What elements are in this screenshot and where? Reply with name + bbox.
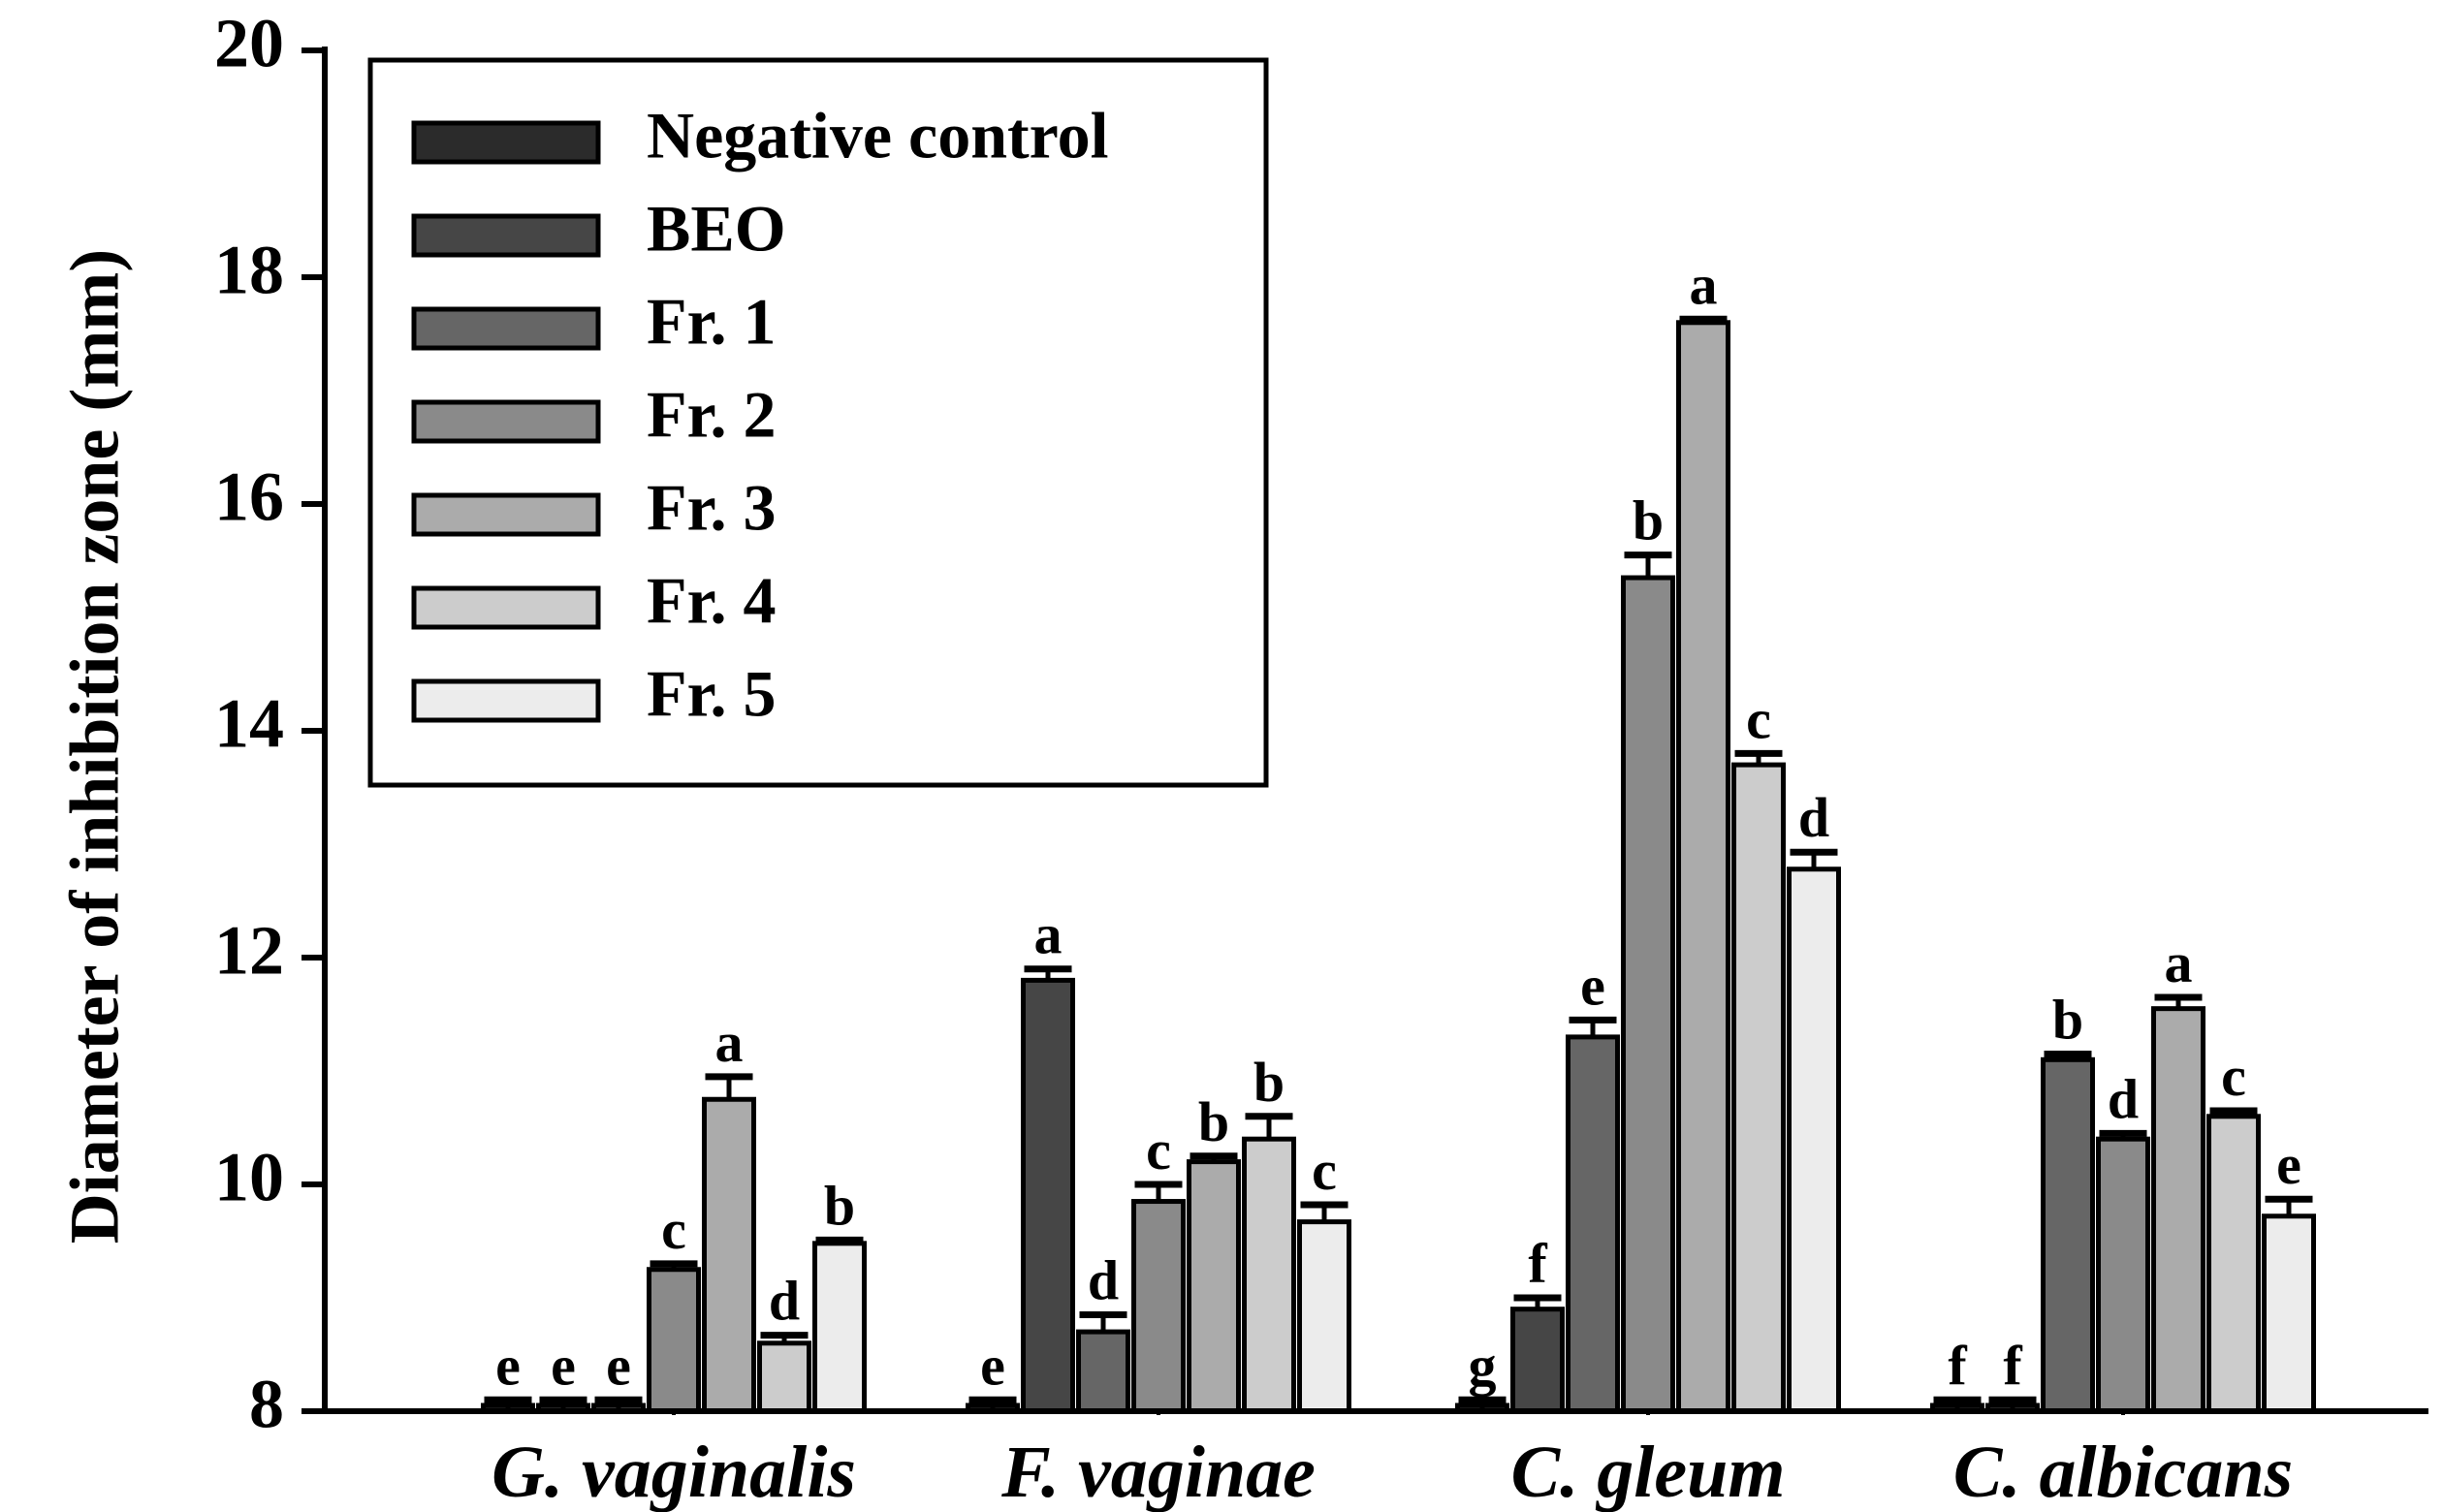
significance-letter: c <box>1146 1118 1171 1181</box>
bar <box>2096 1136 2150 1414</box>
significance-letter: e <box>2276 1133 2301 1196</box>
bar <box>702 1096 756 1414</box>
bar <box>1242 1136 1296 1414</box>
bar <box>2206 1114 2261 1414</box>
significance-letter: b <box>1198 1090 1229 1153</box>
bar <box>2262 1213 2316 1414</box>
significance-letter: f <box>1948 1334 1967 1397</box>
bar <box>1021 977 1075 1414</box>
x-tick-label: F. vaginae <box>1000 1432 1316 1512</box>
bar <box>1566 1034 1620 1414</box>
significance-letter: d <box>1088 1249 1119 1312</box>
legend-swatch <box>411 678 601 723</box>
significance-letter: c <box>2221 1045 2246 1108</box>
x-tick-label: C. albicans <box>1953 1432 2294 1512</box>
significance-letter: e <box>1580 954 1605 1017</box>
legend-label: Fr. 5 <box>647 657 776 731</box>
legend-swatch <box>411 213 601 258</box>
bar <box>1187 1159 1241 1414</box>
bar <box>1621 575 1675 1414</box>
legend-label: Fr. 2 <box>647 378 776 452</box>
significance-letter: d <box>769 1270 800 1333</box>
x-tick-label: C. gleum <box>1511 1432 1786 1512</box>
legend-label: BEO <box>647 192 786 266</box>
significance-letter: e <box>980 1334 1005 1397</box>
legend-swatch <box>411 399 601 444</box>
y-tick-label: 10 <box>214 1139 284 1216</box>
legend-label: Negative control <box>647 99 1109 173</box>
legend-swatch <box>411 306 601 351</box>
significance-letter: g <box>1469 1334 1497 1397</box>
y-tick-label: 20 <box>214 5 284 82</box>
y-tick-label: 18 <box>214 232 284 309</box>
significance-letter: f <box>1528 1232 1547 1295</box>
bar <box>1297 1219 1351 1414</box>
x-tick-label: G. vaginalis <box>492 1432 856 1512</box>
significance-letter: b <box>2052 988 2083 1051</box>
significance-letter: c <box>1312 1139 1337 1202</box>
bar <box>2041 1056 2095 1414</box>
y-axis-label: Diameter of inhibition zone (mm) <box>56 249 134 1244</box>
legend-swatch <box>411 585 601 630</box>
bar <box>1131 1199 1186 1414</box>
legend: Negative control BEO Fr. 1 Fr. 2 Fr. 3 Fr. 4 F… <box>367 57 1269 788</box>
significance-letter: c <box>661 1198 686 1261</box>
significance-letter: e <box>551 1334 576 1397</box>
legend-swatch <box>411 492 601 537</box>
significance-letter: b <box>1633 489 1664 552</box>
significance-letter: e <box>495 1334 521 1397</box>
bar <box>1731 762 1786 1414</box>
significance-letter: a <box>1690 253 1718 316</box>
bar <box>812 1241 867 1414</box>
significance-letter: b <box>824 1174 855 1237</box>
bar <box>2151 1006 2205 1414</box>
bar <box>1787 866 1841 1414</box>
bar <box>757 1340 811 1414</box>
y-tick-label: 14 <box>214 685 284 763</box>
bar <box>647 1267 701 1414</box>
significance-letter: a <box>1034 903 1063 966</box>
significance-letter: d <box>1798 786 1829 849</box>
bar <box>1676 320 1730 1414</box>
legend-swatch <box>411 120 601 165</box>
y-tick-label: 12 <box>214 912 284 990</box>
significance-letter: e <box>606 1334 631 1397</box>
axes-layer: 8 10 12 14 16 18 20 G. vaginalis F. vaginae C. gl… <box>214 5 2428 1512</box>
y-tick-label: 16 <box>214 458 284 536</box>
legend-label: Fr. 4 <box>647 564 776 638</box>
significance-letter: a <box>715 1011 744 1074</box>
bar <box>1510 1307 1565 1414</box>
significance-letter: f <box>2003 1334 2022 1397</box>
significance-letter: c <box>1746 687 1771 750</box>
significance-letter: d <box>2108 1067 2139 1130</box>
significance-letter: b <box>1253 1051 1285 1114</box>
legend-label: Fr. 1 <box>647 285 776 359</box>
significance-letter: a <box>2165 931 2193 994</box>
bar <box>1076 1329 1130 1414</box>
y-tick-label: 8 <box>249 1366 284 1443</box>
legend-label: Fr. 3 <box>647 471 776 545</box>
